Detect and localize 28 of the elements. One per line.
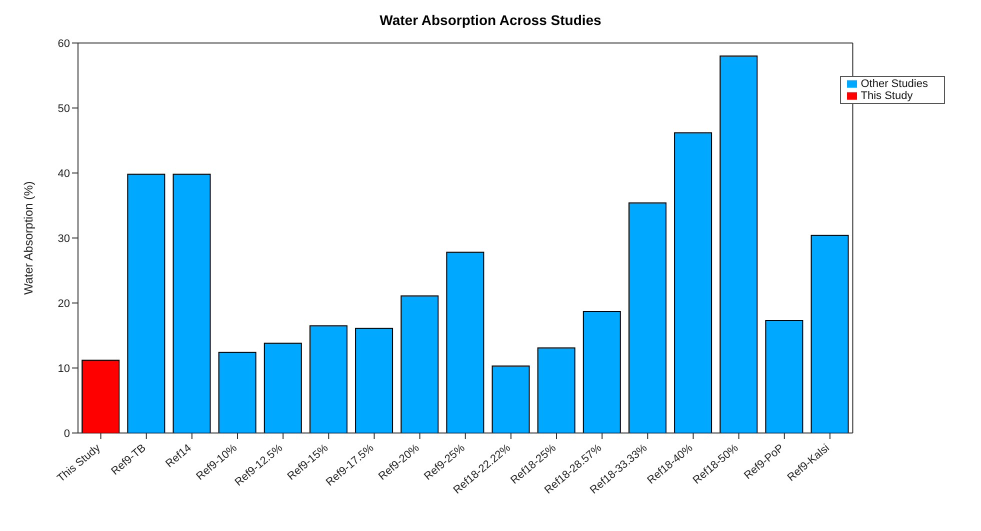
legend-label: This Study [860,90,913,102]
chart-title: Water Absorption Across Studies [378,11,602,30]
y-tick-label: 0 [64,428,70,440]
bar [82,360,120,433]
bar [400,295,439,433]
bar [810,234,849,433]
legend-label: Other Studies [860,78,928,90]
y-axis-title: Water Absorption (%) [21,181,36,295]
bar [264,342,302,433]
y-tick-label: 30 [58,232,70,245]
y-tick-label: 50 [58,102,70,115]
bar [674,132,712,433]
y-tick-label: 20 [58,298,70,310]
y-tick-label: 60 [58,38,70,50]
bar [582,310,621,433]
bar [127,174,166,433]
y-tick-label: 10 [58,362,70,375]
bar [218,352,256,433]
bar [309,325,348,433]
bar [765,320,804,433]
y-tick-label: 40 [58,168,70,180]
bar [492,366,530,433]
bar [537,347,576,433]
bar [446,252,484,433]
bar [628,202,666,433]
bar [720,56,758,433]
bar [172,174,211,433]
bar [355,328,394,433]
